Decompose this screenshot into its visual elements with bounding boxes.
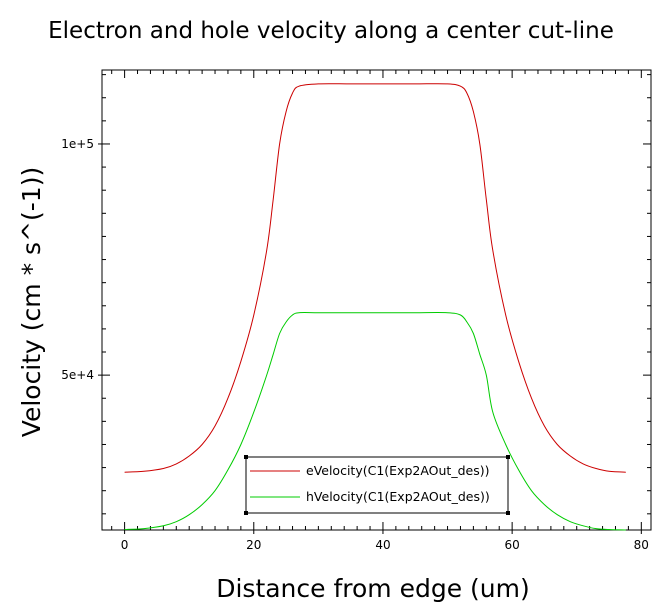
legend-handle[interactable] xyxy=(506,455,510,459)
series-line-evelocity xyxy=(124,83,626,473)
legend-box xyxy=(245,456,509,514)
series-line-hvelocity xyxy=(124,312,626,531)
x-tick-label: 60 xyxy=(504,538,519,552)
legend-label-evelocity: eVelocity(C1(Exp2AOut_des)) xyxy=(306,463,489,478)
legend-handle[interactable] xyxy=(244,511,248,515)
axis-ticks: 0 20 40 60 80 5e+4 1e+5 xyxy=(61,70,651,552)
y-tick-label: 5e+4 xyxy=(61,368,94,382)
x-tick-label: 80 xyxy=(634,538,649,552)
series-lines xyxy=(124,83,626,531)
chart-title: Electron and hole velocity along a cente… xyxy=(48,18,614,44)
plot-frame xyxy=(101,69,652,531)
x-tick-label: 0 xyxy=(121,538,129,552)
legend-handle[interactable] xyxy=(244,455,248,459)
legend-label-hvelocity: hVelocity(C1(Exp2AOut_des)) xyxy=(306,489,490,504)
x-tick-label: 40 xyxy=(375,538,390,552)
y-axis-label: Velocity (cm * s^(-1)) xyxy=(17,167,46,437)
plot-area: 0 20 40 60 80 5e+4 1e+5 xyxy=(61,69,652,552)
x-tick-label: 20 xyxy=(246,538,261,552)
x-axis-label: Distance from edge (um) xyxy=(216,574,530,603)
y-tick-label: 1e+5 xyxy=(61,137,94,151)
legend-handle[interactable] xyxy=(506,511,510,515)
legend: eVelocity(C1(Exp2AOut_des)) hVelocity(C1… xyxy=(244,455,510,515)
